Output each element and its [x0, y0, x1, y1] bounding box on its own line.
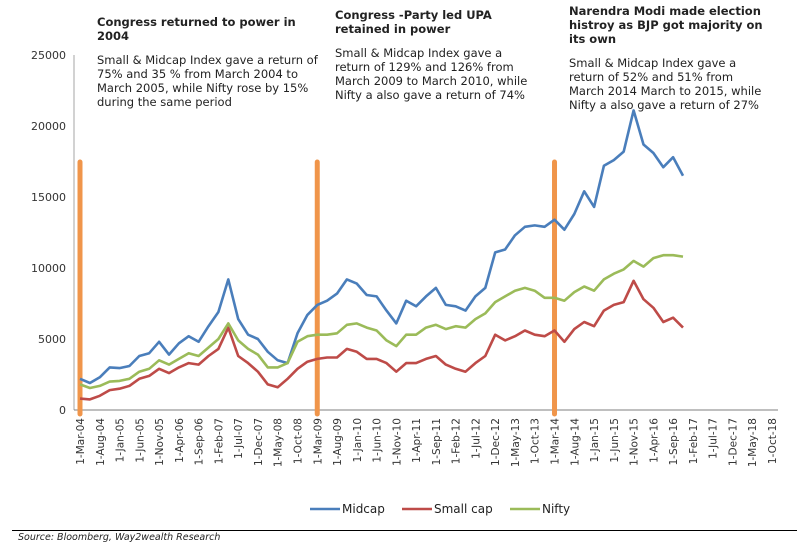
x-tick-label: 1-Feb-12	[451, 418, 463, 464]
x-tick-label: 1-Dec-17	[727, 418, 739, 466]
source-note: Source: Bloomberg, Way2wealth Research	[18, 532, 221, 543]
x-tick-label: 1-Aug-04	[95, 418, 107, 466]
x-tick-label: 1-Jun-10	[372, 418, 384, 463]
annotation-body: Small & Midcap Index gave a return of 12…	[335, 46, 528, 102]
y-tick-label: 15000	[31, 191, 66, 204]
x-tick-label: 1-Nov-05	[154, 418, 166, 466]
x-tick-label: 1-Jan-10	[352, 418, 364, 462]
x-tick-label: 1-Dec-07	[253, 418, 265, 466]
y-axis: 0 5000 10000 15000 20000 25000	[31, 49, 75, 417]
annotation-heading: Congress -Party led UPA retained in powe…	[335, 8, 492, 36]
y-tick-label: 20000	[31, 120, 66, 133]
x-tick-label: 1-Nov-10	[391, 418, 403, 466]
series-line-small-cap	[79, 279, 684, 401]
x-tick-label: 1-Aug-09	[332, 418, 344, 466]
annotation-2009: Congress -Party led UPA retained in powe…	[335, 8, 535, 102]
x-tick-label: 1-Sep-16	[668, 418, 680, 466]
series-line-nifty	[79, 253, 684, 390]
x-tick-label: 1-Jan-15	[589, 418, 601, 462]
x-tick-label: 1-Jul-12	[470, 418, 482, 459]
source-divider	[12, 530, 797, 531]
x-tick-label: 1-Jul-07	[233, 418, 245, 459]
annotation-heading: Congress returned to power in 2004	[97, 15, 296, 43]
x-tick-label: 1-Jun-05	[134, 418, 146, 463]
x-tick-label: 1-Apr-16	[648, 418, 660, 463]
x-tick-label: 1-May-13	[510, 418, 522, 467]
x-tick-label: 1-Apr-11	[411, 418, 423, 463]
series-line-midcap	[79, 109, 685, 385]
x-tick-label: 1-Aug-14	[569, 418, 581, 466]
x-tick-label: 1-Sep-06	[194, 418, 206, 466]
y-tick-label: 5000	[38, 333, 66, 346]
election-markers	[77, 159, 558, 417]
x-tick-label: 1-Dec-12	[490, 418, 502, 466]
x-tick-label: 1-Mar-14	[550, 418, 562, 465]
y-tick-label: 25000	[31, 49, 66, 62]
annotation-2004: Congress returned to power in 2004 Small…	[97, 15, 322, 109]
x-tick-label: 1-Feb-07	[213, 418, 225, 464]
x-tick-label: 1-Mar-04	[75, 418, 87, 465]
x-tick-label: 1-Feb-17	[688, 418, 700, 464]
x-tick-label: 1-Oct-18	[767, 418, 779, 464]
x-tick-label: 1-Oct-08	[292, 418, 304, 464]
x-tick-label: 1-Apr-06	[174, 418, 186, 463]
x-tick-label: 1-Jul-17	[708, 418, 720, 459]
x-tick-label: 1-May-08	[273, 418, 285, 467]
x-tick-label: 1-Sep-11	[431, 418, 443, 465]
annotation-2014: Narendra Modi made election histroy as B…	[569, 4, 769, 112]
legend: Midcap Small cap Nifty	[310, 502, 570, 516]
x-tick-label: 1-Nov-15	[629, 418, 641, 466]
y-tick-label: 0	[59, 404, 66, 417]
x-tick-label: 1-Oct-13	[530, 418, 542, 464]
annotation-heading: Narendra Modi made election histroy as B…	[569, 4, 763, 46]
y-tick-label: 10000	[31, 262, 66, 275]
x-tick-label: 1-Jan-05	[115, 418, 127, 462]
legend-label: Nifty	[542, 502, 570, 516]
annotation-body: Small & Midcap Index gave a return of 75…	[97, 53, 318, 109]
x-tick-label: 1-Mar-09	[312, 418, 324, 465]
x-tick-label: 1-May-18	[747, 418, 759, 467]
annotation-body: Small & Midcap Index gave a return of 52…	[569, 56, 762, 112]
legend-label: Small cap	[434, 502, 493, 516]
legend-label: Midcap	[342, 502, 385, 516]
x-axis: 1-Mar-04 1-Aug-04 1-Jan-05 1-Jun-05 1-Nov-05…	[74, 409, 779, 467]
x-tick-label: 1-Jun-15	[609, 418, 621, 463]
series-lines	[79, 109, 685, 401]
